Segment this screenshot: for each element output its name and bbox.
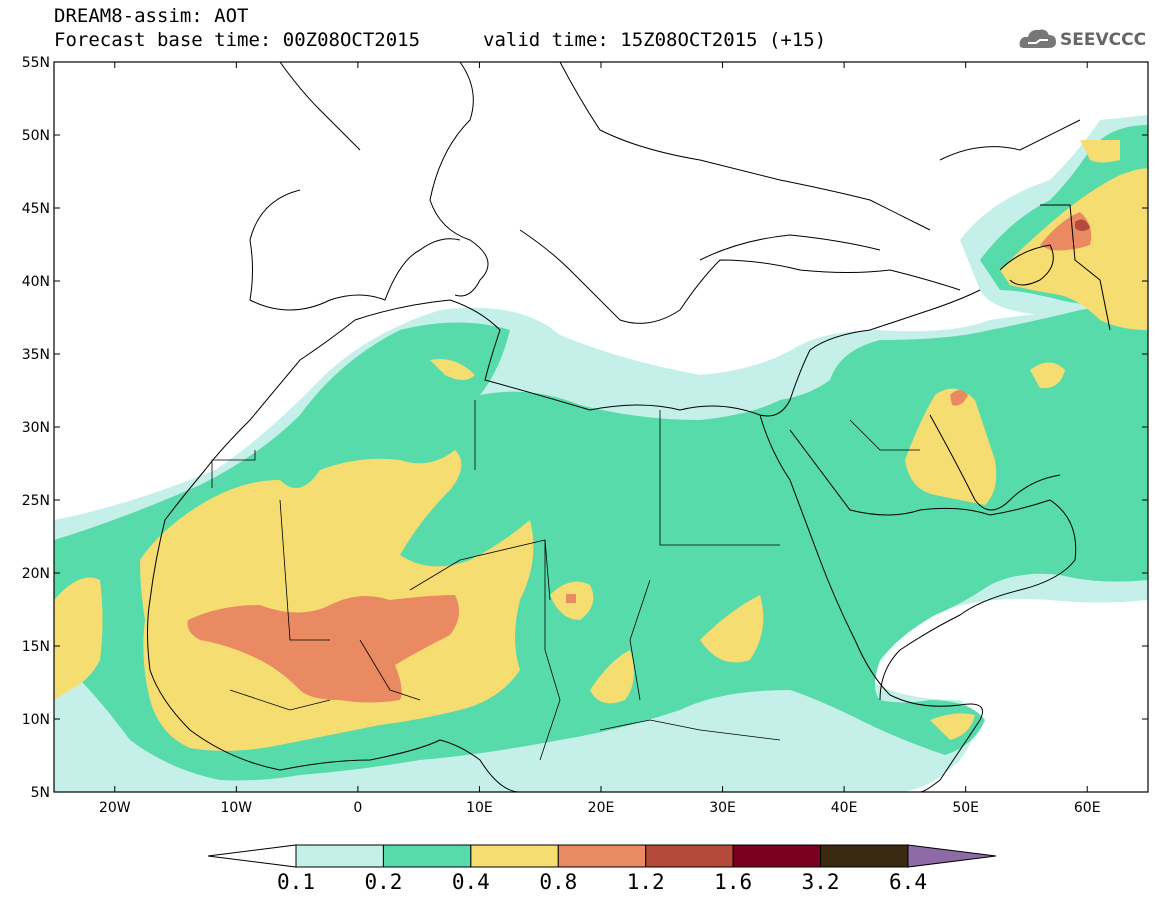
colorbar-swatch <box>295 844 384 868</box>
lon-tick-label: 20W <box>99 800 131 816</box>
lat-tick-label: 30N <box>22 420 50 436</box>
lat-tick-label: 20N <box>22 566 50 582</box>
lat-tick-label: 25N <box>22 493 50 509</box>
colorbar-label: 0.1 <box>277 870 315 894</box>
lon-tick-label: 30E <box>709 800 736 816</box>
lon-tick-label: 50E <box>952 800 979 816</box>
colorbar-label: 1.6 <box>714 870 753 894</box>
coastlines <box>147 62 1111 792</box>
cloud-logo-icon <box>1019 29 1056 48</box>
colorbar-label: 6.4 <box>889 870 927 894</box>
lat-tick-label: 15N <box>22 639 50 655</box>
colorbar-swatch <box>732 844 822 868</box>
lat-tick-label: 50N <box>22 128 50 144</box>
lon-tick-label: 10W <box>220 800 252 816</box>
latitude-axis: 55N 50N 45N 40N 35N 30N 25N 20N 15N 10N 5N <box>22 55 1148 801</box>
colorbar-label: 0.8 <box>539 870 578 894</box>
colorbar-label: 1.2 <box>626 870 665 894</box>
colorbar-label: 0.2 <box>364 870 403 894</box>
colorbar-swatch <box>557 844 647 868</box>
base-time-label: Forecast base time: 00Z08OCT2015 <box>54 29 421 51</box>
colorbar-label: 0.4 <box>451 870 490 894</box>
colorbar-swatch <box>820 844 909 868</box>
lat-tick-label: 35N <box>22 347 50 363</box>
colorbar-swatch <box>470 844 559 868</box>
aot-level-1.2 <box>1075 219 1090 231</box>
colorbar <box>207 844 997 868</box>
colorbar-swatch <box>382 844 472 868</box>
valid-time-label: valid time: 15Z08OCT2015 (+15) <box>483 29 827 51</box>
colorbar-high-arrow <box>907 844 997 868</box>
lon-tick-label: 60E <box>1074 800 1101 816</box>
map-title: DREAM8-assim: AOT <box>54 5 249 27</box>
colorbar-low-arrow <box>207 844 297 868</box>
colorbar-label: 3.2 <box>801 870 840 894</box>
lat-tick-label: 10N <box>22 712 50 728</box>
lat-tick-label: 40N <box>22 274 50 290</box>
lon-tick-label: 20E <box>588 800 615 816</box>
country-borders <box>211 400 920 761</box>
lat-tick-label: 55N <box>22 55 50 71</box>
longitude-axis: 20W 10W 0 10E 20E 30E 40E 50E 60E <box>99 62 1101 816</box>
logo-text: SEEVCCC <box>1060 30 1147 50</box>
aot-field <box>54 62 1148 792</box>
lat-tick-label: 45N <box>22 201 50 217</box>
lon-tick-label: 40E <box>831 800 858 816</box>
lon-tick-label: 0 <box>353 800 362 816</box>
colorbar-swatch <box>645 844 734 868</box>
lon-tick-label: 10E <box>466 800 493 816</box>
lat-tick-label: 5N <box>31 785 50 801</box>
aot-level-0.4 <box>54 140 1148 751</box>
